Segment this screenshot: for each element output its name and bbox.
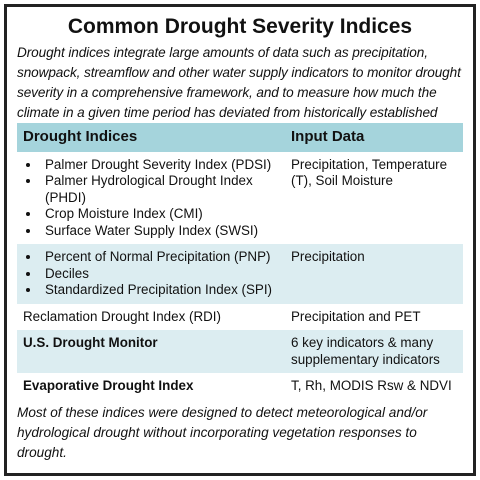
index-item: Surface Water Supply Index (SWSI) [41, 223, 291, 240]
index-item: Standardized Precipitation Index (SPI) [41, 282, 291, 299]
index-item: Crop Moisture Index (CMI) [41, 206, 291, 223]
index-list: Palmer Drought Severity Index (PDSI)Palm… [23, 157, 291, 240]
table-row: Evaporative Drought Index T, Rh, MODIS Rs… [17, 373, 463, 400]
index-item: Palmer Hydrological Drought Index (PHDI) [41, 173, 291, 206]
index-cell: Reclamation Drought Index (RDI) [23, 308, 221, 324]
index-cell: Percent of Normal Precipitation (PNP)Dec… [23, 249, 291, 299]
input-cell: Precipitation and PET [291, 308, 421, 324]
header-cell: Drought Indices [23, 128, 138, 145]
input-cell: 6 key indicators & many supplementary in… [291, 335, 440, 367]
index-cell: Evaporative Drought Index [23, 378, 194, 393]
table-row: Palmer Drought Severity Index (PDSI)Palm… [17, 151, 463, 244]
index-item: Deciles [41, 266, 291, 283]
index-cell: Palmer Drought Severity Index (PDSI)Palm… [23, 157, 291, 240]
table: Drought Indices Input Data Palmer Drough… [17, 123, 463, 400]
index-item: Percent of Normal Precipitation (PNP) [41, 249, 291, 266]
index-list: Percent of Normal Precipitation (PNP)Dec… [23, 249, 291, 299]
input-cell: Precipitation, Temperature (T), Soil Moi… [291, 156, 448, 189]
header-cell: Input Data [291, 128, 365, 145]
outro: Most of these indices were designed to d… [17, 405, 428, 460]
table-row: Percent of Normal Precipitation (PNP)Dec… [17, 244, 463, 304]
index-item: Palmer Drought Severity Index (PDSI) [41, 157, 291, 174]
table-row: U.S. Drought Monitor 6 key indicators & m… [17, 330, 463, 373]
input-cell: T, Rh, MODIS Rsw & NDVI [291, 378, 452, 393]
table-header: Drought Indices Input Data [17, 123, 463, 152]
intro: Drought indices integrate large amounts … [17, 45, 461, 140]
table-row: Reclamation Drought Index (RDI) Precipita… [17, 303, 463, 330]
input-cell: Precipitation [291, 249, 365, 264]
frame: Common Drought Severity Indices Drought … [4, 4, 476, 476]
title: Common Drought Severity Indices [67, 15, 413, 38]
index-cell: U.S. Drought Monitor [23, 335, 158, 350]
